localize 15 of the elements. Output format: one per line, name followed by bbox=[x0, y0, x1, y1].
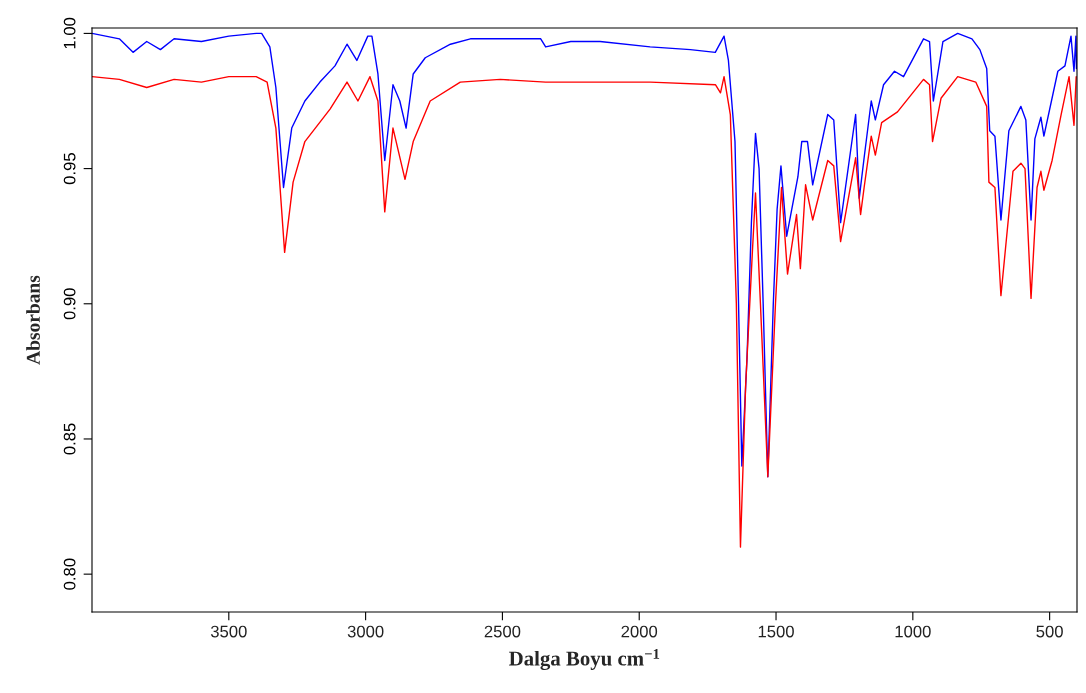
y-tick-label: 1.00 bbox=[63, 17, 76, 49]
x-tick-label: 2500 bbox=[484, 625, 521, 638]
y-tick-label: 0.90 bbox=[63, 288, 76, 320]
x-tick-label: 1500 bbox=[758, 625, 794, 638]
x-tick-label: 3000 bbox=[347, 625, 384, 638]
y-tick-label: 0.95 bbox=[63, 153, 76, 185]
x-tick-label: 2000 bbox=[621, 625, 658, 638]
y-tick-label: 0.85 bbox=[63, 423, 76, 455]
line-series bbox=[92, 75, 1077, 548]
x-axis-title: Dalga Boyu cm$^{−1}$ bbox=[509, 649, 660, 670]
x-tick-label: 1000 bbox=[895, 625, 931, 638]
x-tick-label: 500 bbox=[1036, 625, 1063, 638]
y-tick-label: 0.80 bbox=[63, 558, 76, 590]
y-axis-title: Absorbans bbox=[26, 275, 40, 365]
x-tick-label: 3500 bbox=[210, 625, 247, 638]
